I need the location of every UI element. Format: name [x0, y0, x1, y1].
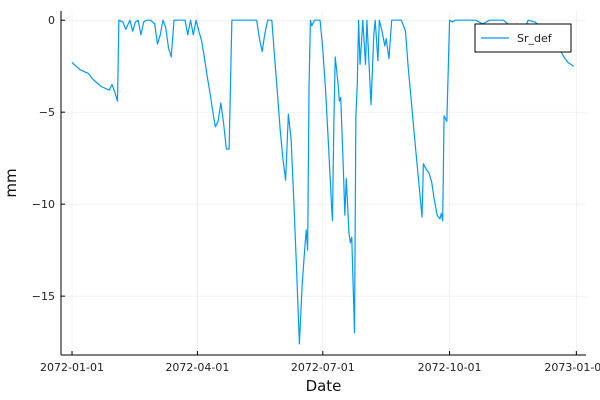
y-tick-label: −10: [32, 198, 55, 211]
x-tick-label: 2072-10-01: [418, 361, 482, 374]
legend-label: Sr_def: [517, 32, 553, 45]
y-tick-label: −5: [39, 106, 55, 119]
y-axis-title: mm: [2, 168, 20, 197]
x-axis-title: Date: [306, 377, 342, 395]
series-layer: [71, 19, 574, 345]
x-tick-label: 2072-04-01: [165, 361, 229, 374]
legend: Sr_def: [474, 23, 572, 53]
x-tick-label: 2073-01-01: [544, 361, 600, 374]
y-tick-label: −15: [32, 290, 55, 303]
series-line-sr-def: [71, 19, 574, 345]
x-tick-label: 2072-07-01: [291, 361, 355, 374]
axes: [60, 11, 586, 356]
tick-labels: 2072-01-01 2072-04-01 2072-07-01 2072-10-01…: [32, 14, 600, 374]
x-tick-label: 2072-01-01: [40, 361, 104, 374]
y-tick-label: 0: [48, 14, 55, 27]
